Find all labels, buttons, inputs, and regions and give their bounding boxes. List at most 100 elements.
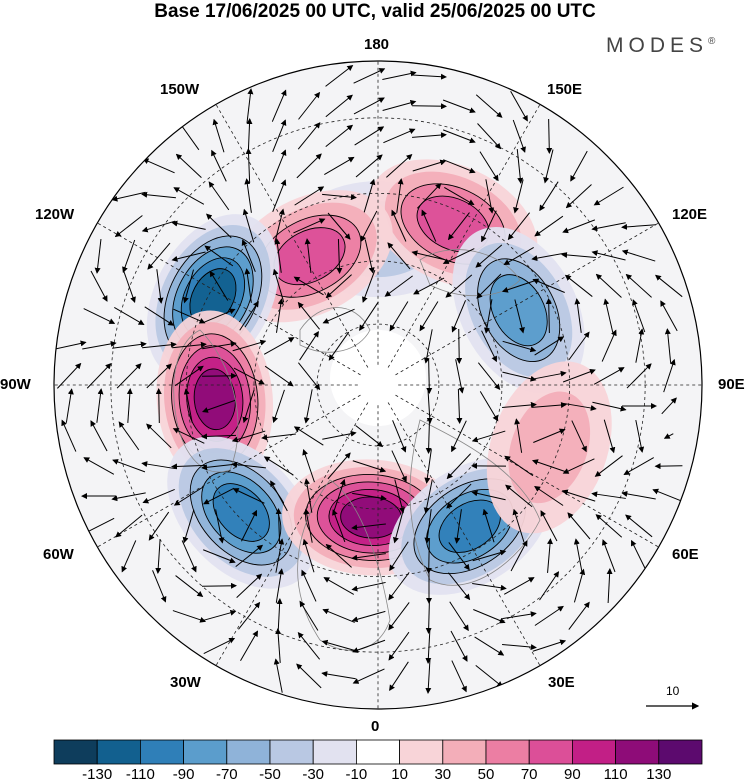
wind-vector — [202, 609, 237, 622]
wind-vector — [534, 485, 564, 506]
wind-vector — [631, 539, 647, 572]
wind-vector — [425, 598, 432, 634]
wind-vector — [601, 329, 617, 362]
wind-vector — [443, 159, 476, 174]
colorbar-swatch — [399, 739, 444, 765]
wind-vector — [514, 299, 525, 334]
wind-vector — [567, 512, 591, 540]
wind-vector — [425, 658, 432, 694]
wind-vector — [83, 308, 116, 324]
wind-vector — [502, 371, 537, 382]
colorbar-swatch — [269, 739, 314, 765]
lon-label-60w: 60W — [43, 546, 74, 563]
wind-vector — [303, 389, 313, 424]
wind-vector — [276, 598, 283, 634]
wind-vector — [275, 508, 282, 544]
wind-vector — [449, 601, 469, 632]
wind-vector — [485, 179, 495, 214]
wind-vector — [442, 248, 475, 264]
wind-vector — [446, 483, 472, 509]
colorbar-tick-label: -30 — [302, 766, 325, 783]
wind-vector — [353, 97, 385, 115]
wind-vector — [475, 244, 503, 268]
wind-vector — [293, 218, 326, 234]
wind-vector — [382, 70, 417, 80]
wind-vector — [322, 430, 357, 440]
wind-vector — [298, 91, 321, 120]
wind-vector — [425, 418, 432, 454]
wind-vector — [264, 365, 294, 387]
wind-vector — [202, 341, 237, 350]
wind-vector — [273, 658, 283, 693]
wind-vector — [591, 491, 626, 499]
wind-vector — [82, 340, 117, 350]
colorbar-tick-label: -70 — [215, 766, 238, 783]
anomaly-field — [146, 159, 612, 595]
wind-vector — [531, 459, 566, 472]
wind-vector — [244, 268, 252, 303]
wind-vector — [112, 459, 146, 473]
wind-vector — [173, 308, 206, 324]
wind-vector — [502, 340, 537, 353]
wind-vector — [513, 179, 524, 214]
wind-vector — [411, 73, 447, 80]
wind-vector — [412, 132, 447, 139]
wind-vector — [242, 389, 255, 424]
wind-vector — [545, 298, 552, 334]
wind-vector — [241, 239, 256, 272]
wind-vector — [451, 300, 467, 333]
colorbar-tick-label: -110 — [125, 766, 155, 783]
wind-vector — [270, 480, 288, 512]
wind-vector — [423, 329, 433, 364]
wind-vector — [568, 601, 590, 630]
wind-vector — [203, 637, 236, 654]
wind-vector — [621, 490, 656, 500]
wind-vector — [236, 573, 263, 599]
wind-vector — [114, 307, 145, 326]
colorbar-swatch — [355, 739, 400, 765]
lon-label-30e: 30E — [548, 674, 575, 691]
wind-vector — [90, 270, 108, 302]
wind-vector — [534, 336, 565, 356]
wind-vector — [483, 299, 493, 334]
wind-vector — [146, 363, 172, 389]
wind-vector — [505, 484, 533, 508]
wind-vector — [394, 479, 405, 514]
wind-vector — [481, 210, 497, 243]
wind-vector — [355, 154, 383, 178]
wind-vector — [142, 488, 175, 504]
wind-vector — [235, 544, 264, 567]
wind-vector — [540, 510, 558, 542]
wind-vector — [503, 577, 535, 595]
wind-vector — [455, 359, 465, 394]
wind-vector — [272, 179, 287, 212]
wind-vector — [114, 215, 143, 238]
wind-vector — [451, 660, 467, 693]
wind-vector — [412, 159, 447, 172]
wind-vector — [240, 630, 259, 661]
wind-vector — [595, 514, 623, 538]
wind-vector — [606, 568, 613, 604]
wind-vector — [474, 636, 505, 656]
wind-vector — [293, 276, 324, 296]
wind-vector — [564, 274, 593, 297]
wind-vector — [156, 269, 164, 304]
wind-vector — [111, 191, 146, 202]
wind-vector — [425, 538, 432, 574]
wind-vector — [173, 486, 204, 506]
wind-vector — [294, 186, 325, 206]
wind-vector — [242, 208, 255, 243]
lon-label-90e: 90E — [718, 376, 745, 393]
wind-vector — [172, 610, 207, 623]
wind-vector — [182, 269, 195, 304]
colorbar-swatch — [96, 739, 141, 765]
wind-vector — [426, 358, 433, 394]
wind-vector — [303, 508, 313, 543]
wind-vector — [275, 568, 284, 603]
wind-vector — [534, 215, 564, 237]
wind-vector — [360, 210, 378, 242]
wind-vector — [246, 118, 253, 154]
wind-vector — [83, 457, 115, 475]
wind-vector — [592, 401, 627, 412]
wind-vector — [182, 509, 195, 544]
